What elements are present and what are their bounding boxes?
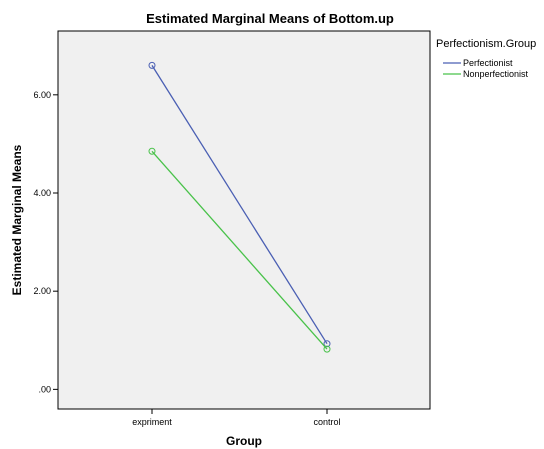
y-tick-label: 6.00	[33, 90, 51, 100]
data-point	[148, 147, 156, 155]
series-layer	[148, 61, 331, 353]
y-axis-label: Estimated Marginal Means	[10, 144, 24, 295]
data-point	[323, 345, 331, 353]
series-line	[151, 150, 328, 350]
x-axis-label: Group	[226, 434, 262, 448]
series-line	[151, 65, 328, 345]
legend-item-label: Nonperfectionist	[463, 69, 529, 79]
x-tick-label: control	[313, 417, 340, 427]
legend-item-label: Perfectionist	[463, 58, 513, 68]
chart-title: Estimated Marginal Means of Bottom.up	[146, 11, 394, 26]
series-nonperfectionist	[148, 147, 331, 353]
x-axis-ticks: expriment control	[132, 409, 341, 427]
y-tick-label: .00	[38, 384, 51, 394]
y-axis-ticks: .00 2.00 4.00 6.00	[33, 90, 58, 394]
legend-title: Perfectionism.Group	[436, 38, 536, 50]
y-tick-label: 4.00	[33, 188, 51, 198]
x-tick-label: expriment	[132, 417, 172, 427]
data-point	[323, 340, 331, 348]
data-point	[148, 61, 156, 69]
legend: Perfectionism.Group PerfectionistNonperf…	[436, 38, 536, 79]
y-tick-label: 2.00	[33, 286, 51, 296]
series-perfectionist	[148, 61, 331, 348]
plot-area	[57, 30, 431, 410]
